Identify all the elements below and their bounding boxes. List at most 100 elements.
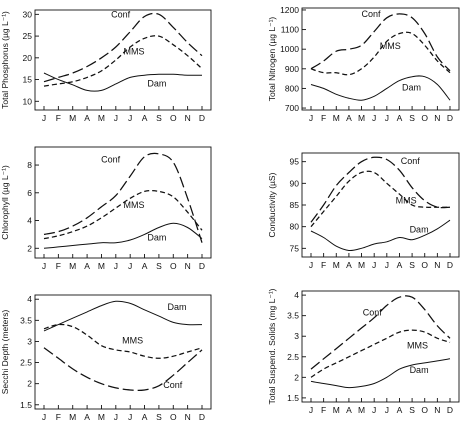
total-phosphorus-series-label-mms: MMS bbox=[124, 46, 145, 56]
total-suspended-solids-xtick-label: A bbox=[397, 405, 403, 415]
secchi-depth-ytick-label: 2.5 bbox=[20, 358, 32, 368]
total-suspended-solids-ytick-label: 3.5 bbox=[287, 311, 299, 321]
secchi-depth-ytick-label: 2 bbox=[27, 379, 32, 389]
total-phosphorus-xtick-label: J bbox=[128, 113, 132, 123]
total-nitrogen-xtick-label: S bbox=[409, 113, 415, 123]
total-phosphorus-xtick-label: D bbox=[199, 113, 205, 123]
conductivity-xtick-label: S bbox=[409, 260, 415, 270]
secchi-depth-xtick-label: A bbox=[84, 412, 90, 421]
total-nitrogen-series-mms-line bbox=[310, 31, 451, 76]
total-suspended-solids-xtick-label: S bbox=[409, 405, 415, 415]
total-suspended-solids-xtick-label: J bbox=[385, 405, 389, 415]
conductivity-ytick-label: 90 bbox=[290, 178, 300, 188]
secchi-depth-xtick-label: M bbox=[98, 412, 105, 421]
total-phosphorus-ytick-label: 25 bbox=[23, 31, 33, 41]
conductivity-xtick-label: M bbox=[358, 260, 365, 270]
conductivity-series-label-conf: Conf bbox=[401, 156, 421, 166]
total-suspended-solids-series-label-dam: Dam bbox=[410, 365, 429, 375]
total-suspended-solids-xtick-label: J bbox=[372, 405, 376, 415]
total-nitrogen-xtick-label: N bbox=[434, 113, 440, 123]
chlorophyll-ytick-label: 4 bbox=[27, 216, 32, 226]
secchi-depth-xtick-label: J bbox=[114, 412, 118, 421]
conductivity-ytick-label: 80 bbox=[290, 222, 300, 232]
conductivity-xtick-label: N bbox=[434, 260, 440, 270]
conductivity-plot-frame bbox=[301, 152, 460, 258]
total-nitrogen-xtick-label: J bbox=[385, 113, 389, 123]
conductivity-series-dam-line bbox=[310, 219, 451, 252]
total-nitrogen-xtick-label: M bbox=[333, 113, 340, 123]
total-phosphorus-series-mms-line bbox=[43, 35, 203, 87]
chlorophyll-xtick-label: M bbox=[69, 261, 76, 271]
chlorophyll-xtick-label: J bbox=[42, 261, 46, 271]
total-suspended-solids-ytick-label: 2 bbox=[294, 372, 299, 382]
total-phosphorus-xtick-label: J bbox=[42, 113, 46, 123]
total-suspended-solids-plot-frame bbox=[301, 290, 460, 403]
conductivity-xtick-label: A bbox=[397, 260, 403, 270]
secchi-depth-series-label-conf: Conf bbox=[163, 380, 183, 390]
conductivity-series-conf-line bbox=[310, 156, 451, 223]
total-nitrogen-xtick-label: J bbox=[372, 113, 376, 123]
total-nitrogen-xtick-label: A bbox=[397, 113, 403, 123]
secchi-depth-ytick-label: 3 bbox=[27, 336, 32, 346]
conductivity-series-label-dam: Dam bbox=[410, 225, 429, 235]
total-suspended-solids-xtick-label: O bbox=[421, 405, 428, 415]
total-phosphorus-xtick-label: N bbox=[185, 113, 191, 123]
chlorophyll-series-label-conf: Conf bbox=[101, 154, 121, 164]
secchi-depth-series-dam-line bbox=[43, 300, 203, 332]
conductivity-ytick-label: 95 bbox=[290, 157, 300, 167]
secchi-depth-plot-frame bbox=[34, 294, 212, 410]
conductivity-ytick-label: 85 bbox=[290, 200, 300, 210]
chlorophyll-xtick-label: A bbox=[84, 261, 90, 271]
conductivity-xtick-label: D bbox=[447, 260, 453, 270]
total-suspended-solids-series-conf-line bbox=[310, 295, 451, 370]
total-suspended-solids-ytick-label: 4 bbox=[294, 290, 299, 300]
chlorophyll-plot-frame bbox=[34, 146, 212, 259]
total-phosphorus-xtick-label: M bbox=[98, 113, 105, 123]
total-phosphorus-xtick-label: A bbox=[142, 113, 148, 123]
secchi-depth-series-label-mms: MMS bbox=[122, 336, 143, 346]
chlorophyll-series-label-dam: Dam bbox=[147, 233, 166, 243]
total-phosphorus-xtick-label: J bbox=[114, 113, 118, 123]
total-suspended-solids-xtick-label: J bbox=[309, 405, 313, 415]
total-nitrogen-xtick-label: M bbox=[358, 113, 365, 123]
chlorophyll-xtick-label: O bbox=[170, 261, 177, 271]
total-phosphorus-series-label-conf: Conf bbox=[111, 9, 131, 19]
secchi-depth-y-axis-label: Secchi Depth (meters) bbox=[0, 310, 10, 395]
total-suspended-solids-xtick-label: F bbox=[321, 405, 326, 415]
total-suspended-solids-series-dam-line bbox=[310, 358, 451, 389]
conductivity-xtick-label: M bbox=[333, 260, 340, 270]
chlorophyll-ytick-label: 8 bbox=[27, 160, 32, 170]
secchi-depth-ytick-label: 4 bbox=[27, 294, 32, 304]
total-phosphorus-y-axis-label: Total Phosphorus (µg L⁻¹) bbox=[0, 11, 10, 109]
total-suspended-solids-xtick-label: N bbox=[434, 405, 440, 415]
conductivity-y-axis-label: Conductivity (µS) bbox=[267, 172, 277, 237]
chlorophyll-xtick-label: M bbox=[98, 261, 105, 271]
total-nitrogen-y-axis-label: Total Nitrogen (µg L⁻¹) bbox=[267, 17, 277, 102]
total-nitrogen-xtick-label: A bbox=[346, 113, 352, 123]
chlorophyll-ytick-label: 2 bbox=[27, 243, 32, 253]
total-suspended-solids-ytick-label: 2.5 bbox=[287, 352, 299, 362]
total-nitrogen-ytick-label: 700 bbox=[285, 103, 299, 113]
total-nitrogen-series-label-conf: Conf bbox=[361, 9, 381, 19]
secchi-depth-ytick-label: 3.5 bbox=[20, 315, 32, 325]
total-suspended-solids-series-label-conf: Conf bbox=[363, 308, 383, 318]
conductivity-xtick-label: O bbox=[421, 260, 428, 270]
total-phosphorus-ytick-label: 10 bbox=[23, 96, 33, 106]
conductivity-xtick-label: A bbox=[346, 260, 352, 270]
conductivity-xtick-label: J bbox=[309, 260, 313, 270]
secchi-depth-series-label-dam: Dam bbox=[168, 302, 187, 312]
conductivity-series-label-mms: MMS bbox=[396, 196, 417, 206]
secchi-depth-xtick-label: M bbox=[69, 412, 76, 421]
total-suspended-solids-series-label-mms: MMS bbox=[407, 341, 428, 351]
chlorophyll-xtick-label: S bbox=[156, 261, 162, 271]
chlorophyll-series-dam-line bbox=[43, 222, 203, 249]
chlorophyll-series-conf-line bbox=[43, 152, 203, 243]
chlorophyll-ytick-label: 6 bbox=[27, 188, 32, 198]
total-phosphorus-plot-frame bbox=[34, 9, 212, 111]
total-nitrogen-series-conf-line bbox=[310, 13, 451, 72]
secchi-depth-series-mms-line bbox=[43, 323, 203, 359]
total-phosphorus-series-dam-line bbox=[43, 72, 203, 92]
